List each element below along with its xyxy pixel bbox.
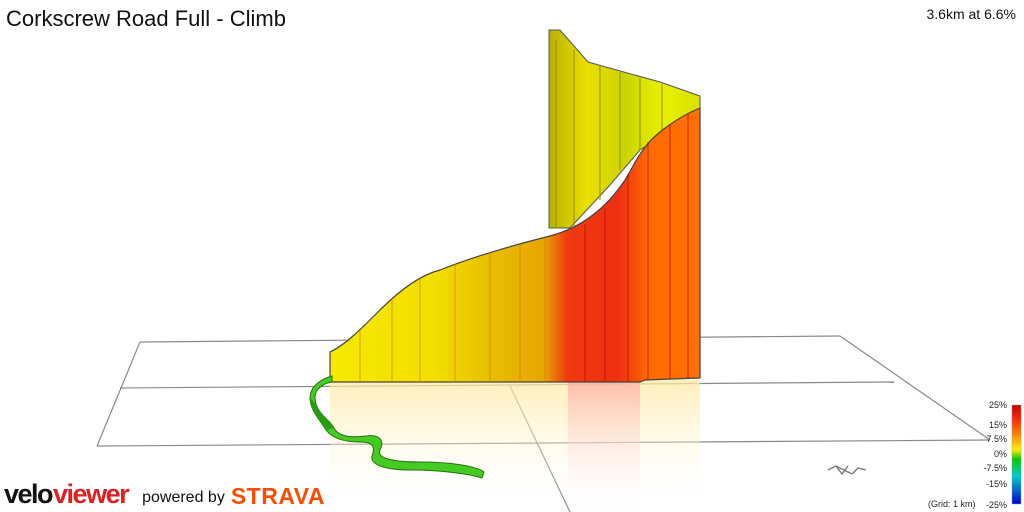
legend-tick: -7.5%: [983, 463, 1007, 473]
grid-scale-note: (Grid: 1 km): [928, 499, 976, 509]
legend-tick: -25%: [986, 500, 1007, 510]
profile-front-wall: [329, 107, 701, 383]
legend-tick: 25%: [989, 400, 1007, 410]
page-title: Corkscrew Road Full - Climb: [6, 6, 286, 31]
profile-back-wall: [548, 29, 701, 229]
veloviewer-logo-viewer[interactable]: viewer: [53, 479, 130, 509]
climb-stats: 3.6km at 6.6%: [926, 6, 1017, 22]
profile-start-ribbon: [309, 375, 485, 479]
veloviewer-logo-velo[interactable]: velo: [4, 479, 54, 509]
legend-tick: 0%: [994, 449, 1007, 459]
branding-footer: velo viewer powered by STRAVA: [4, 479, 325, 510]
north-arrow-icon: [827, 465, 867, 476]
ground-reflection: [330, 380, 700, 512]
legend-color-bar: [1011, 404, 1022, 505]
strava-logo[interactable]: STRAVA: [230, 483, 325, 509]
legend-tick: 7.5%: [986, 434, 1007, 444]
legend-tick: 15%: [989, 420, 1007, 430]
powered-by-label: powered by: [142, 489, 225, 506]
legend-tick: -15%: [986, 479, 1007, 489]
